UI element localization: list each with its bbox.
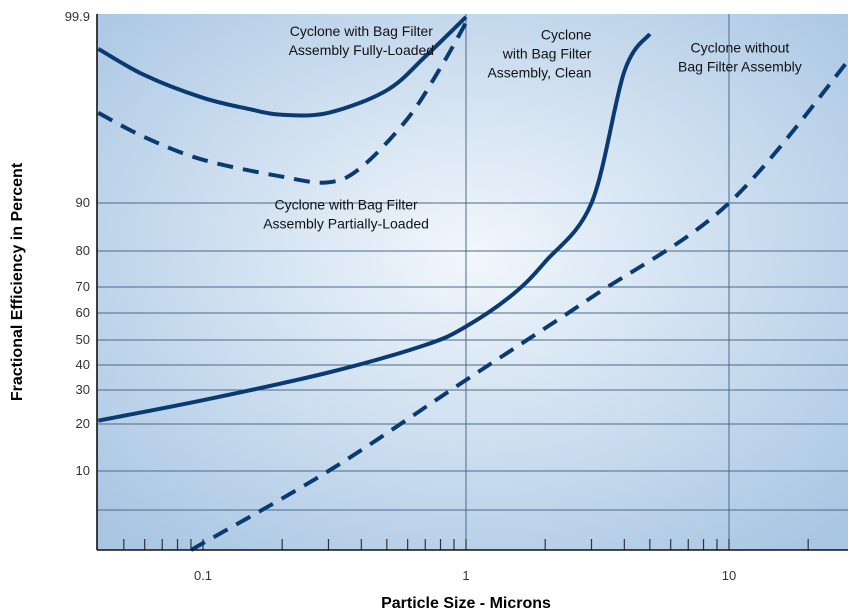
x-tick-label: 0.1 [194, 568, 212, 583]
y-tick-label: 60 [76, 305, 90, 320]
series-line-1 [190, 57, 848, 552]
annotation-1: Cyclone with Bag Filter Assembly Fully-Lo… [289, 23, 435, 58]
y-tick-label: 80 [76, 243, 90, 258]
y-tick-label: 30 [76, 382, 90, 397]
y-tick-label: 99.9 [65, 9, 90, 24]
tick-labels: 10 20 30 40 50 60 70 80 90 99.9 0.1 1 10 [65, 9, 737, 583]
y-tick-label: 10 [76, 463, 90, 478]
series-line-2 [97, 32, 652, 423]
y-tick-label: 90 [76, 195, 90, 210]
plot-background [97, 14, 848, 550]
y-tick-label: 40 [76, 357, 90, 372]
series-line-4 [97, 21, 468, 185]
annotation-4: Cyclone without Bag Filter Assembly [678, 40, 802, 75]
series-line-3 [97, 15, 468, 118]
x-tick-label: 10 [722, 568, 736, 583]
y-tick-label: 50 [76, 332, 90, 347]
y-tick-label: 70 [76, 279, 90, 294]
x-axis-title: Particle Size - Microns [381, 595, 551, 612]
annotation-3: Cyclone with Bag Filter Assembly, Clean [487, 27, 591, 81]
x-tick-label: 1 [462, 568, 469, 583]
grid [97, 14, 848, 550]
y-axis-title: Fractional Efficiency in Percent [9, 162, 26, 401]
series [97, 15, 848, 552]
annotation-2: Cyclone with Bag Filter Assembly Partiall… [263, 197, 429, 232]
annotations: Cyclone with Bag Filter Assembly Fully-Lo… [263, 23, 802, 232]
y-tick-label: 20 [76, 416, 90, 431]
